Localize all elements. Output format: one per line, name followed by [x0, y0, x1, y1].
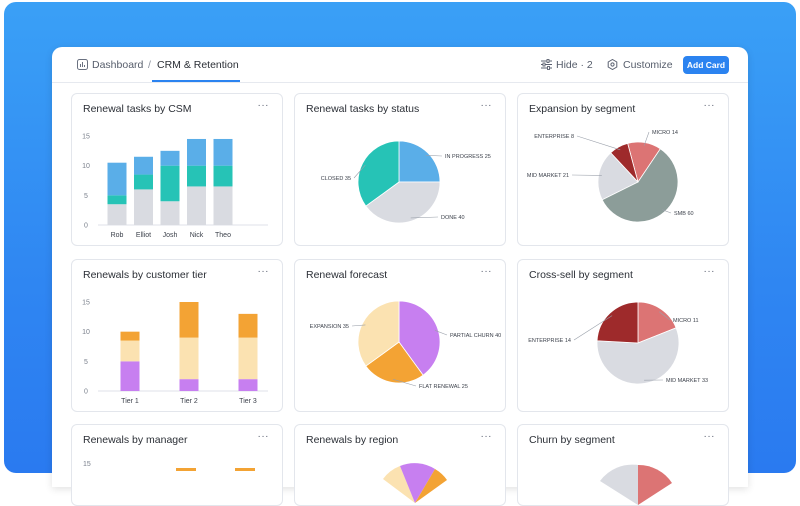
bar-segment: [180, 302, 199, 338]
bar-segment: [214, 139, 233, 166]
pie-chart-partial: [518, 425, 728, 505]
card-renewals-by-manager: Renewals by manager ··· 15: [71, 424, 283, 506]
bar-segment: [187, 139, 206, 166]
pie-slice: [399, 141, 440, 182]
x-tick-label: Nick: [190, 232, 204, 239]
x-tick-label: Tier 3: [239, 398, 257, 405]
bar-segment: [239, 338, 258, 380]
stacked-bar-chart: 0 5 10 15 Rob Elliot Josh Nick Theo: [72, 94, 282, 245]
bar-segment: [235, 468, 255, 471]
slice-label: EXPANSION 35: [310, 324, 349, 330]
breadcrumb-separator: /: [148, 59, 151, 71]
stacked-bar-chart: 0 5 10 15 Tier 1 Tier 2 Tier 3: [72, 260, 282, 411]
card-renewals-by-region: Renewals by region ···: [294, 424, 506, 506]
y-tick-label: 10: [82, 163, 90, 170]
pie-slice: [600, 465, 638, 505]
card-churn-by-segment: Churn by segment ···: [517, 424, 729, 506]
pie-slice: [638, 465, 672, 505]
slice-label: MID MARKET 33: [666, 378, 708, 384]
pie-chart-partial: [295, 425, 505, 505]
slice-label: MICRO 14: [652, 130, 678, 136]
x-tick-label: Tier 1: [121, 398, 139, 405]
y-tick-label: 0: [84, 389, 88, 396]
leader-line: [577, 136, 620, 150]
bar-segment: [134, 157, 153, 175]
bar-segment: [187, 166, 206, 187]
bar-segment: [108, 195, 127, 204]
y-tick-label: 15: [82, 134, 90, 141]
y-tick-label: 5: [84, 359, 88, 366]
y-tick-label: 5: [84, 193, 88, 200]
y-tick-label: 0: [84, 223, 88, 230]
hide-button[interactable]: Hide · 2: [541, 59, 593, 71]
bar-segment: [239, 314, 258, 338]
slice-label: CLOSED 35: [321, 176, 351, 182]
dashboard-window: Dashboard / CRM & Retention Hide · 2 Cus…: [52, 47, 748, 487]
pie-chart: IN PROGRESS 25 DONE 40 CLOSED 35: [295, 94, 505, 245]
bar-segment: [187, 186, 206, 225]
bar-segment: [180, 338, 199, 380]
x-tick-label: Theo: [215, 232, 231, 239]
dashboard-icon: [77, 59, 88, 70]
bar-segment: [121, 332, 140, 341]
card-renewal-tasks-by-status: Renewal tasks by status ··· IN PROGRESS …: [294, 93, 506, 246]
bar-segment: [161, 166, 180, 202]
bar-segment: [161, 151, 180, 166]
bar-segment: [176, 468, 196, 471]
slice-label: PARTIAL CHURN 40: [450, 333, 501, 339]
slice-label: MICRO 11: [673, 318, 699, 324]
y-tick-label: 15: [82, 300, 90, 307]
add-card-button[interactable]: Add Card: [683, 56, 729, 74]
breadcrumb-dashboard[interactable]: Dashboard: [92, 59, 143, 71]
slice-label: ENTERPRISE 14: [528, 338, 571, 344]
bar-segment: [239, 379, 258, 391]
pie-slice: [597, 302, 638, 343]
breadcrumb-current[interactable]: CRM & Retention: [157, 59, 239, 71]
customize-label: Customize: [623, 59, 673, 71]
x-tick-label: Rob: [111, 232, 124, 239]
bar-segment: [180, 379, 199, 391]
bar-segment: [108, 163, 127, 196]
pie-chart: MICRO 11 MID MARKET 33 ENTERPRISE 14: [518, 260, 728, 411]
bar-segment: [214, 166, 233, 187]
y-tick-label: 15: [83, 461, 91, 468]
top-bar: Dashboard / CRM & Retention Hide · 2 Cus…: [52, 47, 748, 83]
x-tick-label: Tier 2: [180, 398, 198, 405]
hide-label: Hide · 2: [556, 59, 593, 71]
sliders-icon: [541, 59, 552, 70]
bar-segment: [214, 186, 233, 225]
pie-chart: MICRO 14 SMB 60 MID MARKET 21 ENTERPRISE 8: [518, 94, 728, 245]
slice-label: IN PROGRESS 25: [445, 154, 491, 160]
slice-label: SMB 60: [674, 211, 694, 217]
slice-label: FLAT RENEWAL 25: [419, 384, 468, 390]
bar-chart-partial: 15: [72, 425, 282, 505]
bar-segment: [121, 341, 140, 362]
slice-label: MID MARKET 21: [527, 173, 569, 179]
bar-segment: [134, 189, 153, 225]
bar-segment: [121, 361, 140, 391]
y-tick-label: 10: [82, 329, 90, 336]
active-tab-indicator: [152, 80, 240, 82]
pie-chart: PARTIAL CHURN 40 FLAT RENEWAL 25 EXPANSION…: [295, 260, 505, 411]
slice-label: ENTERPRISE 8: [534, 134, 574, 140]
bar-segment: [108, 204, 127, 225]
slice-label: DONE 40: [441, 215, 465, 221]
customize-button[interactable]: Customize: [607, 59, 673, 71]
x-tick-label: Josh: [163, 232, 178, 239]
bar-segment: [161, 201, 180, 225]
bar-segment: [134, 175, 153, 190]
gear-icon: [607, 59, 618, 70]
x-tick-label: Elliot: [136, 232, 151, 239]
